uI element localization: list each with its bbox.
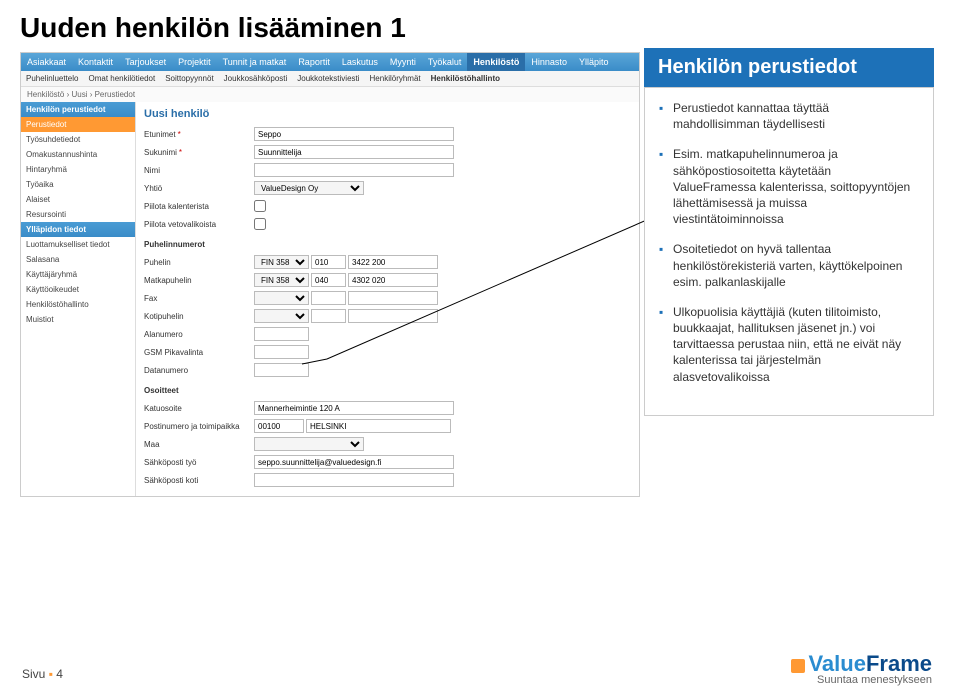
maa-select[interactable] bbox=[254, 437, 364, 451]
sidebar: Henkilön perustiedot Perustiedot Työsuhd… bbox=[21, 102, 136, 496]
katuosoite-field[interactable] bbox=[254, 401, 454, 415]
sub-nav: Puhelinluettelo Omat henkilötiedot Soitt… bbox=[21, 71, 639, 87]
subnav-omat[interactable]: Omat henkilötiedot bbox=[83, 71, 160, 86]
email-tyo-label: Sähköposti työ bbox=[144, 458, 254, 467]
sidebar-item-kayttajaryhma[interactable]: Käyttäjäryhmä bbox=[21, 267, 135, 282]
osoitteet-title: Osoitteet bbox=[144, 386, 254, 395]
puhelin-label: Puhelin bbox=[144, 258, 254, 267]
maa-label: Maa bbox=[144, 440, 254, 449]
kotipuhelin-label: Kotipuhelin bbox=[144, 312, 254, 321]
info-panel: Henkilön perustiedot Perustiedot kannatt… bbox=[644, 48, 934, 416]
puhelin-area[interactable] bbox=[311, 255, 346, 269]
info-bullet: Esim. matkapuhelinnumeroa ja sähköpostio… bbox=[665, 146, 917, 227]
alanumero-label: Alanumero bbox=[144, 330, 254, 339]
yhtio-label: Yhtiö bbox=[144, 184, 254, 193]
nav-tyokalut[interactable]: Työkalut bbox=[422, 53, 468, 71]
puhelin-cc[interactable]: FIN 358 bbox=[254, 255, 309, 269]
nav-yllapito[interactable]: Ylläpito bbox=[573, 53, 615, 71]
yhtio-select[interactable]: ValueDesign Oy bbox=[254, 181, 364, 195]
sidebar-item-tyoaika[interactable]: Työaika bbox=[21, 177, 135, 192]
postinumero-label: Postinumero ja toimipaikka bbox=[144, 422, 254, 431]
app-frame: Asiakkaat Kontaktit Tarjoukset Projektit… bbox=[20, 52, 640, 497]
datanumero-field[interactable] bbox=[254, 363, 309, 377]
matka-cc[interactable]: FIN 358 bbox=[254, 273, 309, 287]
matka-num[interactable] bbox=[348, 273, 438, 287]
sidebar-item-alaiset[interactable]: Alaiset bbox=[21, 192, 135, 207]
nav-laskutus[interactable]: Laskutus bbox=[336, 53, 384, 71]
sidebar-item-tyosuhdetiedot[interactable]: Työsuhdetiedot bbox=[21, 132, 135, 147]
postinumero-field[interactable] bbox=[254, 419, 304, 433]
content-title: Uusi henkilö bbox=[144, 108, 631, 120]
puhelinnumerot-title: Puhelinnumerot bbox=[144, 240, 254, 249]
sidebar-item-kayttooikeudet[interactable]: Käyttöoikeudet bbox=[21, 282, 135, 297]
sukunimi-field[interactable] bbox=[254, 145, 454, 159]
datanumero-label: Datanumero bbox=[144, 366, 254, 375]
nav-tunnit[interactable]: Tunnit ja matkat bbox=[217, 53, 293, 71]
nav-tarjoukset[interactable]: Tarjoukset bbox=[119, 53, 172, 71]
etunimet-label: Etunimet* bbox=[144, 130, 254, 139]
matkapuhelin-label: Matkapuhelin bbox=[144, 276, 254, 285]
email-koti-field[interactable] bbox=[254, 473, 454, 487]
fax-area[interactable] bbox=[311, 291, 346, 305]
sidebar-item-resursointi[interactable]: Resursointi bbox=[21, 207, 135, 222]
top-nav: Asiakkaat Kontaktit Tarjoukset Projektit… bbox=[21, 53, 639, 71]
etunimet-field[interactable] bbox=[254, 127, 454, 141]
piilota-kalenterista-checkbox[interactable] bbox=[254, 200, 266, 212]
koti-num[interactable] bbox=[348, 309, 438, 323]
nav-hinnasto[interactable]: Hinnasto bbox=[525, 53, 573, 71]
info-header: Henkilön perustiedot bbox=[644, 48, 934, 87]
fax-label: Fax bbox=[144, 294, 254, 303]
info-bullet: Ulkopuolisia käyttäjiä (kuten tilitoimis… bbox=[665, 304, 917, 385]
page-footer: Sivu ▪ 4 bbox=[22, 667, 63, 681]
sidebar-item-luottamukselliset[interactable]: Luottamukselliset tiedot bbox=[21, 237, 135, 252]
piilota-kalenterista-label: Piilota kalenterista bbox=[144, 202, 254, 211]
koti-area[interactable] bbox=[311, 309, 346, 323]
fax-cc[interactable] bbox=[254, 291, 309, 305]
subnav-joukkotekstiviesti[interactable]: Joukkotekstiviesti bbox=[292, 71, 364, 86]
breadcrumb: Henkilöstö › Uusi › Perustiedot bbox=[21, 87, 639, 102]
sidebar-section-perustiedot: Henkilön perustiedot bbox=[21, 102, 135, 117]
katuosoite-label: Katuosoite bbox=[144, 404, 254, 413]
piilota-vetovalikoista-label: Piilota vetovalikoista bbox=[144, 220, 254, 229]
info-bullet: Perustiedot kannattaa täyttää mahdollisi… bbox=[665, 100, 917, 132]
piilota-vetovalikoista-checkbox[interactable] bbox=[254, 218, 266, 230]
logo-icon bbox=[791, 659, 805, 673]
sukunimi-label: Sukunimi* bbox=[144, 148, 254, 157]
subnav-puhelinluettelo[interactable]: Puhelinluettelo bbox=[21, 71, 83, 86]
gsm-field[interactable] bbox=[254, 345, 309, 359]
subnav-henkiloryhmat[interactable]: Henkilöryhmät bbox=[365, 71, 426, 86]
matka-area[interactable] bbox=[311, 273, 346, 287]
postitoimipaikka-field[interactable] bbox=[306, 419, 451, 433]
nav-raportit[interactable]: Raportit bbox=[292, 53, 336, 71]
nav-kontaktit[interactable]: Kontaktit bbox=[72, 53, 119, 71]
nav-henkilosto[interactable]: Henkilöstö bbox=[467, 53, 525, 71]
fax-num[interactable] bbox=[348, 291, 438, 305]
nav-myynti[interactable]: Myynti bbox=[384, 53, 422, 71]
info-bullet: Osoitetiedot on hyvä tallentaa henkilöst… bbox=[665, 241, 917, 290]
alanumero-field[interactable] bbox=[254, 327, 309, 341]
sidebar-item-perustiedot[interactable]: Perustiedot bbox=[21, 117, 135, 132]
email-koti-label: Sähköposti koti bbox=[144, 476, 254, 485]
puhelin-num[interactable] bbox=[348, 255, 438, 269]
koti-cc[interactable] bbox=[254, 309, 309, 323]
nimi-label: Nimi bbox=[144, 166, 254, 175]
sidebar-item-henkilostohallinto[interactable]: Henkilöstöhallinto bbox=[21, 297, 135, 312]
sidebar-item-salasana[interactable]: Salasana bbox=[21, 252, 135, 267]
gsm-label: GSM Pikavalinta bbox=[144, 348, 254, 357]
subnav-henkilostohallinto[interactable]: Henkilöstöhallinto bbox=[426, 71, 505, 86]
sidebar-item-muistiot[interactable]: Muistiot bbox=[21, 312, 135, 327]
form-content: Uusi henkilö Etunimet* Sukunimi* Nimi Yh… bbox=[136, 102, 639, 496]
sidebar-item-hintaryhma[interactable]: Hintaryhmä bbox=[21, 162, 135, 177]
sidebar-section-yllapito: Ylläpidon tiedot bbox=[21, 222, 135, 237]
sidebar-item-omakustannushinta[interactable]: Omakustannushinta bbox=[21, 147, 135, 162]
page-title: Uuden henkilön lisääminen 1 bbox=[0, 0, 960, 52]
nav-asiakkaat[interactable]: Asiakkaat bbox=[21, 53, 72, 71]
subnav-joukkosahkoposti[interactable]: Joukkosähköposti bbox=[219, 71, 293, 86]
nimi-field[interactable] bbox=[254, 163, 454, 177]
email-tyo-field[interactable] bbox=[254, 455, 454, 469]
logo: ValueFrame Suuntaa menestykseen bbox=[791, 652, 932, 687]
nav-projektit[interactable]: Projektit bbox=[172, 53, 217, 71]
subnav-soittopyynnot[interactable]: Soittopyynnöt bbox=[160, 71, 218, 86]
logo-tagline: Suuntaa menestykseen bbox=[791, 675, 932, 687]
